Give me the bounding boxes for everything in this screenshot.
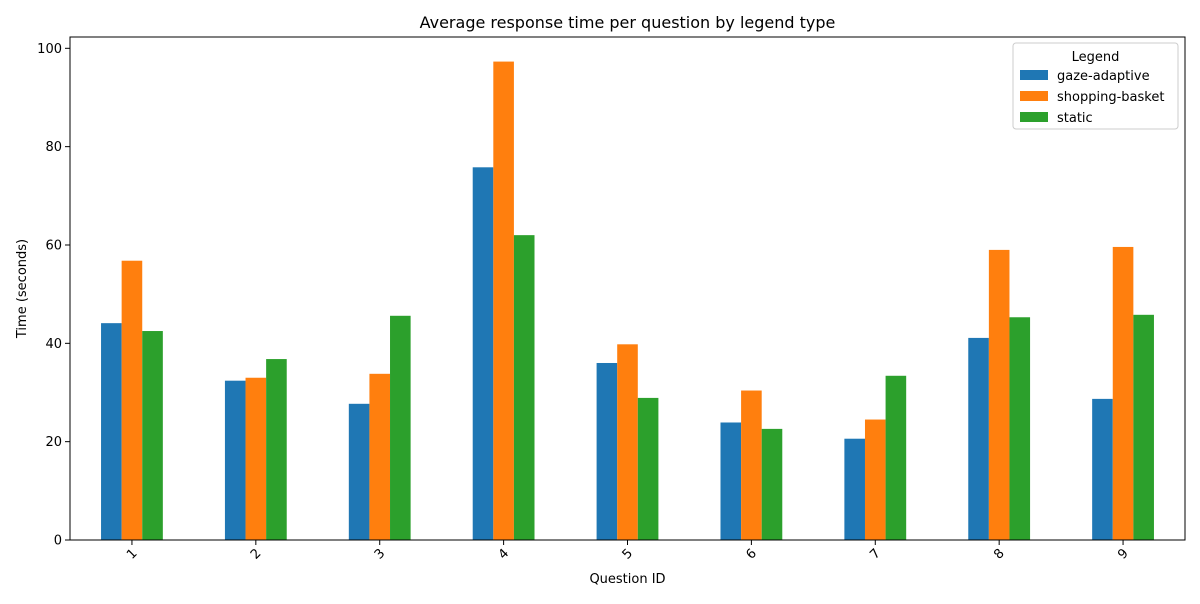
bar-gaze-adaptive-q5 bbox=[596, 362, 618, 540]
bar-static-q3 bbox=[390, 315, 411, 540]
legend-swatch-static bbox=[1020, 112, 1048, 122]
x-axis-label: Question ID bbox=[589, 572, 665, 587]
bar-shopping-basket-q5 bbox=[617, 344, 638, 540]
bar-shopping-basket-q9 bbox=[1112, 246, 1134, 540]
y-axis-label: Time (seconds) bbox=[15, 239, 30, 339]
y-tick-label: 60 bbox=[45, 238, 62, 253]
bar-static-q5 bbox=[637, 397, 659, 540]
bar-static-q2 bbox=[266, 359, 287, 540]
y-axis: 0 20 40 60 80 100 bbox=[37, 42, 70, 549]
x-axis: 1 2 3 4 5 6 7 8 9 bbox=[124, 540, 1132, 563]
bar-shopping-basket-q1 bbox=[121, 260, 143, 540]
bar-shopping-basket-q7 bbox=[864, 419, 886, 540]
bar-gaze-adaptive-q8 bbox=[968, 337, 989, 540]
bar-gaze-adaptive-q2 bbox=[224, 380, 246, 540]
legend-label-static: static bbox=[1057, 111, 1093, 126]
y-tick-label: 40 bbox=[45, 337, 62, 352]
bar-static-q9 bbox=[1133, 314, 1154, 540]
plot-area bbox=[101, 61, 1154, 541]
legend-swatch-gaze-adaptive bbox=[1020, 70, 1048, 80]
bar-gaze-adaptive-q7 bbox=[844, 438, 865, 540]
legend-title: Legend bbox=[1072, 50, 1120, 65]
legend-swatch-shopping-basket bbox=[1020, 91, 1048, 101]
bar-gaze-adaptive-q9 bbox=[1092, 398, 1113, 540]
bar-shopping-basket-q2 bbox=[245, 377, 267, 540]
x-tick-label: 5 bbox=[620, 546, 636, 562]
x-tick-label: 1 bbox=[124, 546, 140, 562]
y-tick-label: 100 bbox=[37, 42, 62, 57]
x-tick-label: 6 bbox=[744, 546, 760, 562]
bar-static-q6 bbox=[761, 428, 783, 540]
y-tick-label: 20 bbox=[45, 435, 62, 450]
x-tick-label: 3 bbox=[372, 546, 388, 562]
legend-label-shopping-basket: shopping-basket bbox=[1057, 90, 1164, 105]
bar-gaze-adaptive-q3 bbox=[348, 403, 370, 540]
bar-static-q1 bbox=[142, 331, 163, 540]
x-tick-label: 4 bbox=[496, 546, 512, 562]
bar-static-q7 bbox=[885, 375, 907, 540]
bar-shopping-basket-q4 bbox=[493, 61, 514, 540]
bar-shopping-basket-q8 bbox=[988, 249, 1010, 540]
bar-gaze-adaptive-q1 bbox=[101, 323, 122, 540]
chart-title: Average response time per question by le… bbox=[420, 13, 836, 32]
bar-shopping-basket-q3 bbox=[369, 373, 391, 540]
x-tick-label: 8 bbox=[991, 546, 1007, 562]
y-tick-label: 0 bbox=[54, 534, 62, 549]
bar-gaze-adaptive-q4 bbox=[472, 167, 494, 541]
bar-shopping-basket-q6 bbox=[741, 390, 762, 540]
y-tick-label: 80 bbox=[45, 140, 62, 155]
legend-box bbox=[1012, 42, 1179, 130]
x-tick-label: 2 bbox=[248, 546, 264, 562]
legend-label-gaze-adaptive: gaze-adaptive bbox=[1057, 69, 1150, 84]
x-tick-label: 7 bbox=[867, 546, 883, 562]
bar-gaze-adaptive-q6 bbox=[720, 422, 742, 540]
legend: Legend gaze-adaptive shopping-basket static bbox=[1012, 42, 1179, 130]
bar-static-q4 bbox=[513, 235, 535, 540]
x-tick-label: 9 bbox=[1115, 546, 1131, 562]
bar-static-q8 bbox=[1009, 317, 1031, 540]
